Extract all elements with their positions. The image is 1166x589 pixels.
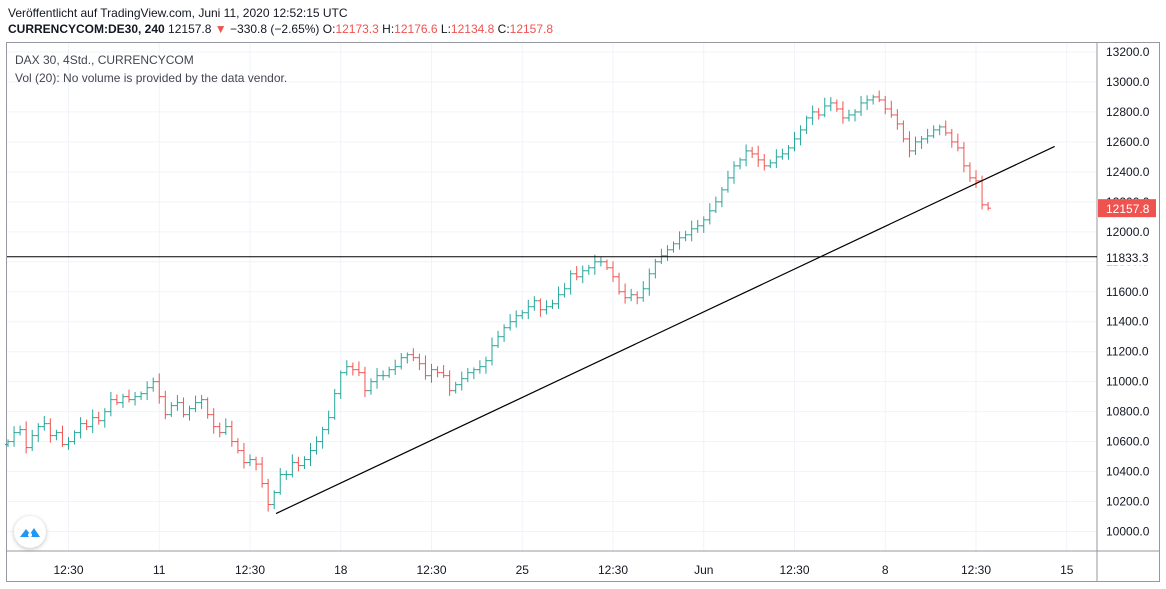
y-tick-label: 10000.0 bbox=[1106, 525, 1150, 539]
y-tick-label: 10400.0 bbox=[1106, 465, 1150, 479]
low-label: L: bbox=[440, 22, 451, 36]
symbol-name[interactable]: CURRENCYCOM:DE30, 240 bbox=[8, 22, 165, 36]
high-label: H: bbox=[382, 22, 395, 36]
y-tick-label: 12400.0 bbox=[1106, 165, 1150, 179]
low-value: 12134.8 bbox=[450, 22, 495, 36]
close-label: C: bbox=[497, 22, 510, 36]
tradingview-logo-icon[interactable] bbox=[14, 516, 46, 548]
last-price: 12157.8 bbox=[168, 22, 212, 36]
y-tick-label: 12000.0 bbox=[1106, 225, 1150, 239]
y-tick-label: 11400.0 bbox=[1106, 315, 1149, 329]
logo-glyph bbox=[20, 528, 40, 537]
y-tick-label: 10800.0 bbox=[1106, 405, 1150, 419]
close-value: 12157.8 bbox=[509, 22, 554, 36]
x-tick-label: 12:30 bbox=[779, 563, 809, 577]
x-tick-label: 18 bbox=[334, 563, 348, 577]
hline-price-label-bg bbox=[1098, 247, 1159, 266]
down-arrow-icon: ▼ bbox=[214, 22, 227, 36]
x-tick-label: Jun bbox=[694, 563, 713, 577]
chart-frame[interactable] bbox=[6, 42, 1160, 582]
last-price-label: 12157.8 bbox=[1106, 202, 1150, 216]
y-tick-label: 11200.0 bbox=[1106, 345, 1149, 359]
y-tick-label: 11600.0 bbox=[1106, 285, 1149, 299]
x-tick-label: 12:30 bbox=[961, 563, 991, 577]
y-tick-label: 10200.0 bbox=[1106, 495, 1150, 509]
published-note: Veröffentlicht auf TradingView.com, Juni… bbox=[8, 6, 348, 20]
symbol-bar: CURRENCYCOM:DE30, 240 12157.8 ▼ −330.8 (… bbox=[8, 22, 553, 36]
high-value: 12176.6 bbox=[394, 22, 438, 36]
y-tick-label: 12600.0 bbox=[1106, 135, 1150, 149]
y-tick-label: 11000.0 bbox=[1106, 375, 1149, 389]
price-change: −330.8 (−2.65%) bbox=[230, 22, 320, 36]
volume-note: Vol (20): No volume is provided by the d… bbox=[15, 71, 288, 85]
x-tick-label: 12:30 bbox=[598, 563, 628, 577]
y-tick-label: 10600.0 bbox=[1106, 435, 1150, 449]
x-tick-label: 11 bbox=[153, 563, 166, 577]
x-tick-label: 25 bbox=[516, 563, 530, 577]
open-label: O: bbox=[322, 22, 336, 36]
x-tick-label: 15 bbox=[1060, 563, 1074, 577]
y-tick-label: 13000.0 bbox=[1106, 75, 1150, 89]
open-value: 12173.3 bbox=[335, 22, 379, 36]
x-tick-label: 12:30 bbox=[53, 563, 83, 577]
trend-line[interactable] bbox=[275, 145, 1055, 515]
x-tick-label: 12:30 bbox=[416, 563, 446, 577]
x-tick-label: 8 bbox=[882, 563, 889, 577]
last-price-label-bg bbox=[1098, 199, 1156, 218]
hline-price-label: 11833.3 bbox=[1106, 251, 1149, 265]
y-tick-label: 13200.0 bbox=[1106, 45, 1150, 59]
y-tick-label: 12800.0 bbox=[1106, 105, 1150, 119]
x-tick-label: 12:30 bbox=[235, 563, 265, 577]
chart-legend-title[interactable]: DAX 30, 4Std., CURRENCYCOM bbox=[15, 53, 194, 67]
